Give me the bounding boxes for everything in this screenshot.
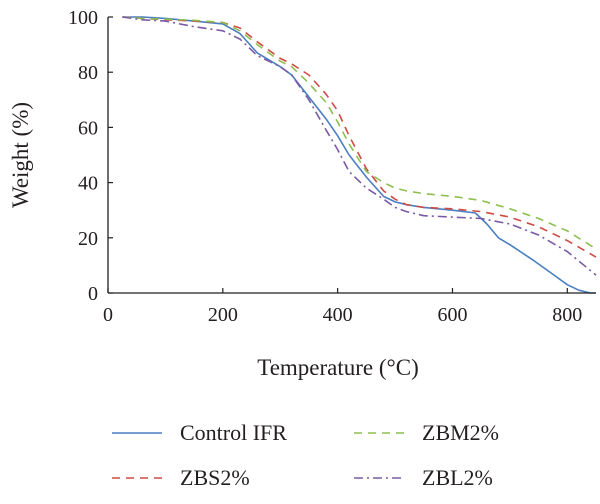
y-tick-label: 60	[78, 117, 98, 139]
x-tick-label: 800	[552, 304, 582, 326]
legend-label-zbm2-: ZBM2%	[422, 420, 499, 445]
legend-label-zbs2-: ZBS2%	[180, 465, 250, 490]
axes: 0 20 40 60 80 100 0 200 400 600 800	[68, 7, 596, 326]
plot-area	[122, 16, 597, 294]
x-tick-label: 400	[323, 304, 353, 326]
y-tick-label: 100	[68, 7, 98, 29]
x-tick-label: 0	[103, 304, 113, 326]
legend-label-zbl2-: ZBL2%	[422, 465, 493, 490]
y-tick-label: 40	[78, 173, 98, 195]
y-tick-label: 0	[88, 283, 98, 305]
series-line-zbs2-	[122, 16, 597, 258]
y-tick-label: 80	[78, 62, 98, 84]
series-line-zbm2-	[122, 16, 597, 250]
series-line-control-ifr	[122, 16, 596, 294]
x-axis-title: Temperature (°C)	[257, 355, 418, 380]
x-tick-label: 200	[208, 304, 238, 326]
legend: Control IFR ZBM2% ZBS2% ZBL2%	[112, 420, 499, 490]
y-tick-label: 20	[78, 228, 98, 250]
y-axis-title: Weight (%)	[8, 102, 33, 208]
x-tick-label: 600	[437, 304, 467, 326]
series-line-zbl2-	[122, 16, 597, 276]
legend-label-control-ifr: Control IFR	[180, 420, 287, 445]
